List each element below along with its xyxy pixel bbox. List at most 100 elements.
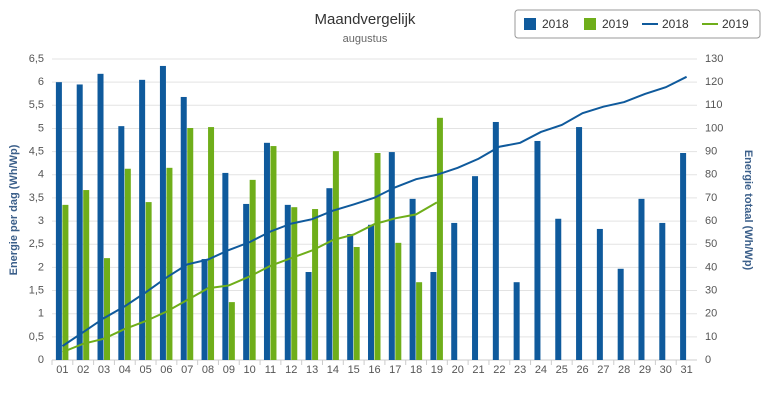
bar: [347, 234, 354, 360]
x-tick-label: 16: [368, 364, 380, 376]
y2-tick-label: 120: [705, 76, 723, 88]
x-tick-label: 04: [119, 364, 131, 376]
bar: [222, 172, 229, 360]
bar: [638, 198, 645, 360]
x-tick-label: 11: [265, 364, 276, 376]
y-tick-label: 2: [38, 261, 44, 273]
bar: [166, 167, 173, 360]
y2-tick-label: 80: [705, 169, 717, 181]
bar: [368, 224, 374, 360]
y2-tick-label: 110: [705, 99, 723, 111]
legend-swatch: [524, 18, 536, 30]
x-tick-label: 15: [348, 364, 360, 376]
bar: [374, 153, 381, 360]
legend-box: [514, 9, 761, 39]
x-tick-label: 05: [140, 364, 152, 376]
x-tick-label: 25: [556, 364, 568, 376]
bar: [436, 117, 443, 361]
y2-tick-label: 100: [705, 122, 723, 134]
legend-label: 2018: [662, 17, 689, 31]
x-tick-label: 06: [160, 364, 172, 376]
x-tick-label: 28: [618, 364, 630, 376]
bar: [201, 259, 208, 360]
x-tick-label: 09: [223, 364, 235, 376]
x-tick-label: 10: [244, 364, 256, 376]
y-tick-label: 6,5: [29, 53, 44, 65]
y-tick-label: 2,5: [29, 238, 44, 250]
bar: [353, 247, 360, 360]
bar: [409, 198, 416, 360]
x-tick-label: 24: [535, 364, 547, 376]
x-tick-label: 12: [285, 364, 297, 376]
x-tick-label: 29: [639, 364, 651, 376]
bar: [180, 96, 187, 361]
bar: [332, 151, 339, 360]
x-tick-label: 18: [410, 364, 422, 376]
bar: [97, 73, 104, 361]
bar: [659, 222, 666, 360]
y2-tick-label: 50: [705, 238, 717, 250]
y2-tick-label: 70: [705, 192, 717, 204]
bar: [472, 176, 479, 360]
legend-label: 2019: [602, 17, 629, 31]
legend-label: 2019: [722, 17, 749, 31]
line: [62, 201, 438, 354]
y-tick-label: 5: [38, 122, 44, 134]
bar: [55, 82, 62, 361]
bar: [249, 179, 256, 360]
bar: [243, 203, 250, 360]
bar: [617, 268, 624, 360]
y2-tick-label: 40: [705, 261, 717, 273]
y-tick-label: 0,5: [29, 331, 44, 343]
x-tick-label: 17: [389, 364, 401, 376]
y2-tick-label: 90: [705, 146, 717, 158]
y-tick-label: 4: [38, 169, 44, 181]
bar: [228, 302, 235, 360]
bar: [118, 126, 125, 361]
bar: [159, 65, 166, 360]
line: [61, 75, 688, 347]
bar: [208, 127, 215, 360]
bar: [187, 127, 194, 360]
legend-label: 2018: [542, 17, 569, 31]
chart-title: Maandvergelijk: [315, 11, 416, 28]
bar: [291, 207, 298, 360]
y2-tick-label: 0: [705, 354, 711, 366]
bar: [62, 204, 69, 360]
y2-axis-title: Energie totaal (Wh/Wp): [742, 150, 754, 271]
bar: [305, 272, 312, 360]
bar: [145, 202, 152, 360]
x-tick-label: 01: [56, 364, 68, 376]
bar: [104, 258, 111, 360]
y-tick-label: 3,5: [29, 192, 44, 204]
y2-tick-label: 60: [705, 215, 717, 227]
bar: [124, 168, 131, 360]
x-tick-label: 07: [181, 364, 193, 376]
y-tick-label: 1: [38, 308, 44, 320]
x-tick-label: 27: [597, 364, 609, 376]
x-tick-label: 23: [514, 364, 526, 376]
bar: [284, 204, 291, 360]
x-tick-label: 26: [576, 364, 588, 376]
bar: [555, 218, 562, 360]
bar: [270, 146, 277, 360]
y-tick-label: 6: [38, 76, 44, 88]
x-tick-label: 22: [493, 364, 505, 376]
bar: [416, 282, 423, 360]
bar: [451, 222, 458, 360]
bar: [312, 209, 319, 360]
x-tick-label: 14: [327, 364, 339, 376]
bar: [76, 84, 83, 360]
bar: [326, 188, 333, 360]
bar: [263, 142, 270, 360]
bar: [395, 242, 402, 360]
x-tick-label: 19: [431, 364, 443, 376]
bar: [596, 228, 603, 360]
y-tick-label: 5,5: [29, 99, 44, 111]
y-tick-label: 3: [38, 215, 44, 227]
bar: [534, 140, 541, 360]
bar: [388, 152, 395, 360]
bar: [83, 190, 90, 360]
x-tick-label: 08: [202, 364, 214, 376]
